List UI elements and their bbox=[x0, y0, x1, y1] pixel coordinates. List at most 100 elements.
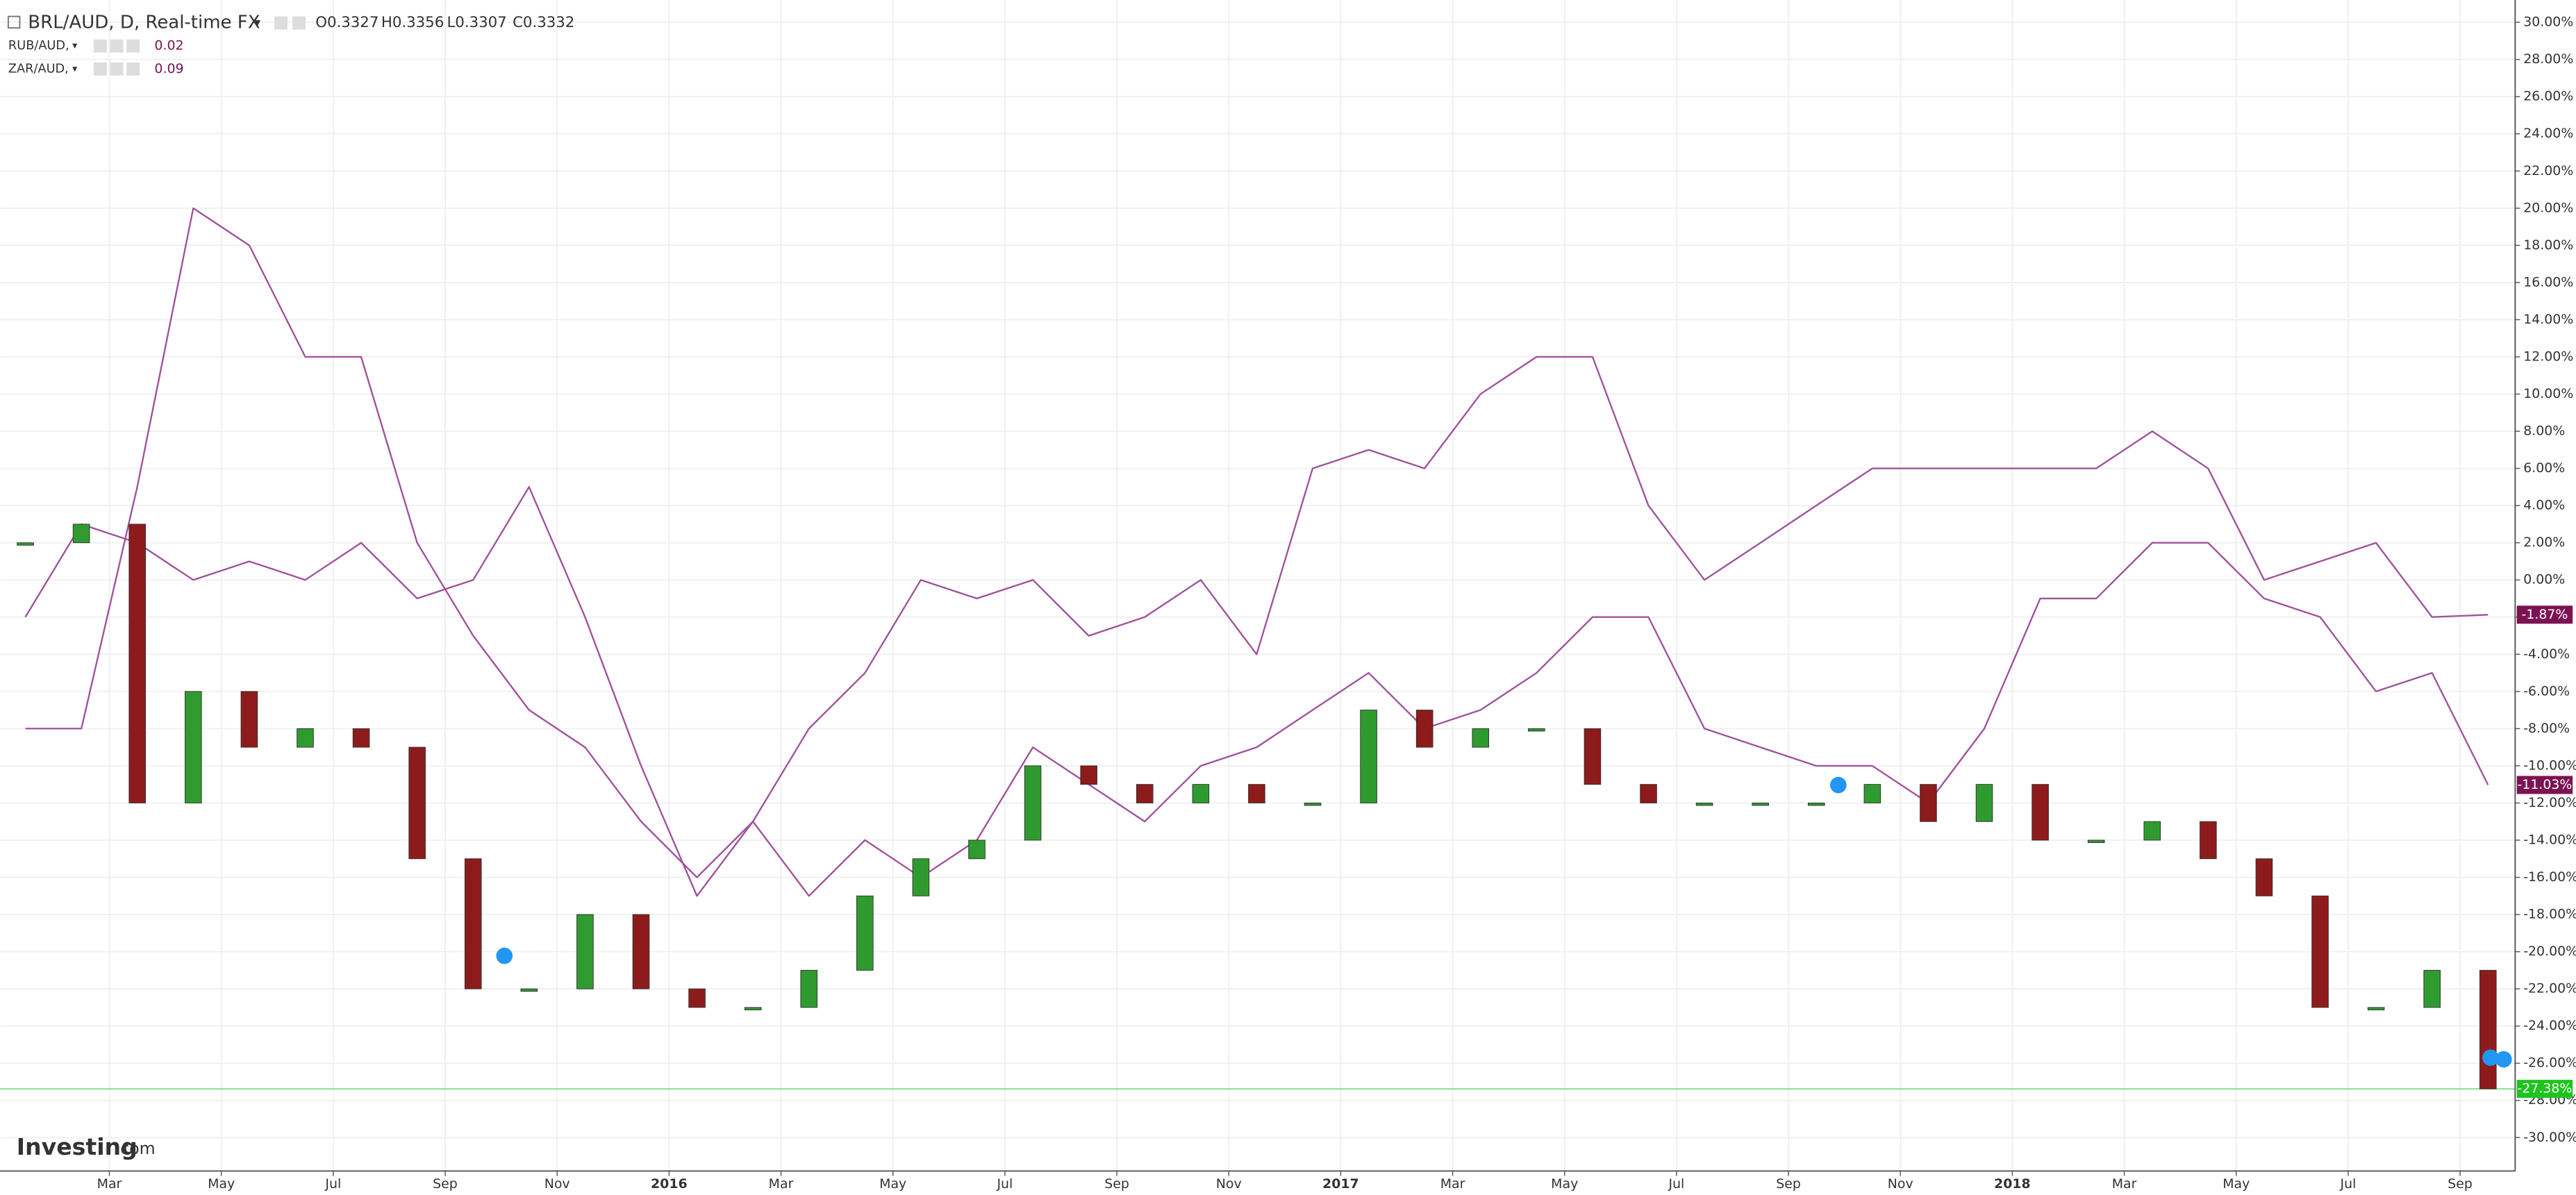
y-tick-label: 18.00% bbox=[2523, 237, 2573, 253]
candle-body bbox=[1584, 728, 1602, 785]
candle-body bbox=[1304, 802, 1322, 806]
candle-body bbox=[1920, 784, 1937, 822]
y-tick-label: 2.00% bbox=[2523, 535, 2565, 550]
event-marker[interactable] bbox=[2482, 1049, 2499, 1067]
y-tick-label: 14.00% bbox=[2523, 312, 2573, 327]
event-marker[interactable] bbox=[1830, 776, 1847, 794]
y-tick-label: 22.00% bbox=[2523, 163, 2573, 178]
x-tick-label: 2017 bbox=[1322, 1176, 1359, 1192]
candle-body bbox=[2143, 821, 2161, 841]
x-tick-label: Mar bbox=[1440, 1176, 1465, 1192]
x-tick-label: Nov bbox=[545, 1176, 570, 1192]
ohlc-value: C0.3332 bbox=[513, 14, 574, 31]
candle-body bbox=[856, 895, 874, 971]
hide-icon[interactable] bbox=[292, 16, 306, 30]
y-tick-label: 6.00% bbox=[2523, 460, 2565, 476]
last-value-label: -1.87% bbox=[2522, 607, 2568, 622]
event-marker[interactable] bbox=[2495, 1051, 2512, 1068]
y-tick-label: -20.00% bbox=[2523, 944, 2576, 959]
settings-icon[interactable] bbox=[274, 16, 288, 30]
legend: RUB/AUD, ▾ 0.02 ZAR/AUD, ▾ 0.09 bbox=[8, 38, 184, 76]
event-marker[interactable] bbox=[496, 947, 513, 964]
y-tick-label: -12.00% bbox=[2523, 795, 2576, 810]
dropdown-icon[interactable]: ▾ bbox=[255, 16, 261, 29]
x-tick-label: Mar bbox=[2112, 1176, 2137, 1192]
candle-body bbox=[128, 524, 146, 803]
legend-icon bbox=[126, 39, 140, 53]
candle-body bbox=[2479, 969, 2497, 1089]
candle-body bbox=[968, 839, 986, 860]
candle-body bbox=[912, 858, 930, 896]
candle-body bbox=[2200, 821, 2217, 860]
ohlc-value: O0.3327 bbox=[315, 14, 379, 31]
x-tick-label: Jul bbox=[2340, 1176, 2357, 1192]
line-series bbox=[25, 207, 2488, 878]
candle-body bbox=[632, 914, 650, 989]
y-tick-label: -4.00% bbox=[2523, 646, 2570, 662]
x-tick-label: May bbox=[208, 1176, 235, 1192]
candle-body bbox=[1752, 802, 1769, 806]
candle-body bbox=[1136, 784, 1154, 803]
legend-icon bbox=[93, 39, 107, 53]
dropdown-icon: ▾ bbox=[72, 40, 78, 51]
candle-body bbox=[1024, 765, 1042, 841]
x-tick-label: Sep bbox=[2448, 1176, 2473, 1192]
event-markers bbox=[496, 776, 2512, 1068]
y-tick-label: -10.00% bbox=[2523, 758, 2576, 773]
last-value-badge bbox=[2516, 776, 2573, 794]
candle-body bbox=[297, 728, 314, 748]
plot bbox=[0, 207, 2516, 1089]
x-tick-label: May bbox=[2222, 1176, 2250, 1192]
collapse-icon[interactable] bbox=[7, 15, 21, 29]
candle-body bbox=[1192, 784, 1210, 803]
candle-body bbox=[1472, 728, 1490, 748]
candle-body bbox=[688, 988, 706, 1008]
legend-icon bbox=[93, 62, 107, 76]
candle-body bbox=[2031, 784, 2049, 841]
candle-body bbox=[2311, 895, 2329, 1008]
y-tick-label: 8.00% bbox=[2523, 424, 2565, 439]
last-value-badge bbox=[2516, 605, 2573, 624]
axis-labels: 30.00% 28.00% 26.00% 24.00% 22.00% 20.00% 18.0… bbox=[97, 15, 2576, 1192]
ohlc-values: O0.3327 H0.3356 L0.3307 C0.3332 bbox=[315, 14, 574, 31]
legend-value: 0.09 bbox=[154, 61, 183, 76]
candle-body bbox=[1975, 784, 1993, 822]
candle-body bbox=[1640, 784, 1657, 803]
x-tick-label: Mar bbox=[769, 1176, 794, 1192]
candle-body bbox=[744, 1007, 762, 1010]
x-tick-label: 2018 bbox=[1994, 1176, 2031, 1192]
y-tick-label: -6.00% bbox=[2523, 683, 2570, 699]
x-tick-label: Jul bbox=[324, 1176, 341, 1192]
y-tick-label: -22.00% bbox=[2523, 981, 2576, 996]
y-tick-label: 0.00% bbox=[2523, 572, 2565, 587]
y-tick-label: -8.00% bbox=[2523, 721, 2570, 736]
x-tick-label: Jul bbox=[996, 1176, 1013, 1192]
line-series bbox=[24, 486, 2489, 897]
x-tick-label: May bbox=[879, 1176, 906, 1192]
legend-name: ZAR/AUD, bbox=[8, 62, 69, 76]
candle-body bbox=[240, 691, 258, 748]
ohlc-value: H0.3356 bbox=[381, 14, 444, 31]
last-value-label: -27.38% bbox=[2518, 1081, 2573, 1096]
y-tick-label: 30.00% bbox=[2523, 15, 2573, 30]
x-tick-label: Mar bbox=[97, 1176, 122, 1192]
y-tick-label: -26.00% bbox=[2523, 1055, 2576, 1071]
y-tick-label: 24.00% bbox=[2523, 126, 2573, 141]
legend-name: RUB/AUD, bbox=[8, 39, 69, 53]
y-tick-label: -24.00% bbox=[2523, 1018, 2576, 1033]
candle-body bbox=[72, 524, 90, 544]
y-tick-label: 20.00% bbox=[2523, 200, 2573, 215]
candle-body bbox=[800, 969, 818, 1008]
y-tick-label: -14.00% bbox=[2523, 832, 2576, 847]
candle-body bbox=[520, 988, 538, 992]
x-tick-label: Jul bbox=[1668, 1176, 1684, 1192]
legend-value: 0.02 bbox=[154, 38, 183, 53]
candle-body bbox=[576, 914, 594, 989]
dropdown-icon: ▾ bbox=[72, 63, 78, 74]
candle-body bbox=[1863, 784, 1881, 803]
ohlc-value: L0.3307 bbox=[447, 14, 506, 31]
y-tick-label: 10.00% bbox=[2523, 386, 2573, 401]
y-tick-label: -30.00% bbox=[2523, 1130, 2576, 1145]
